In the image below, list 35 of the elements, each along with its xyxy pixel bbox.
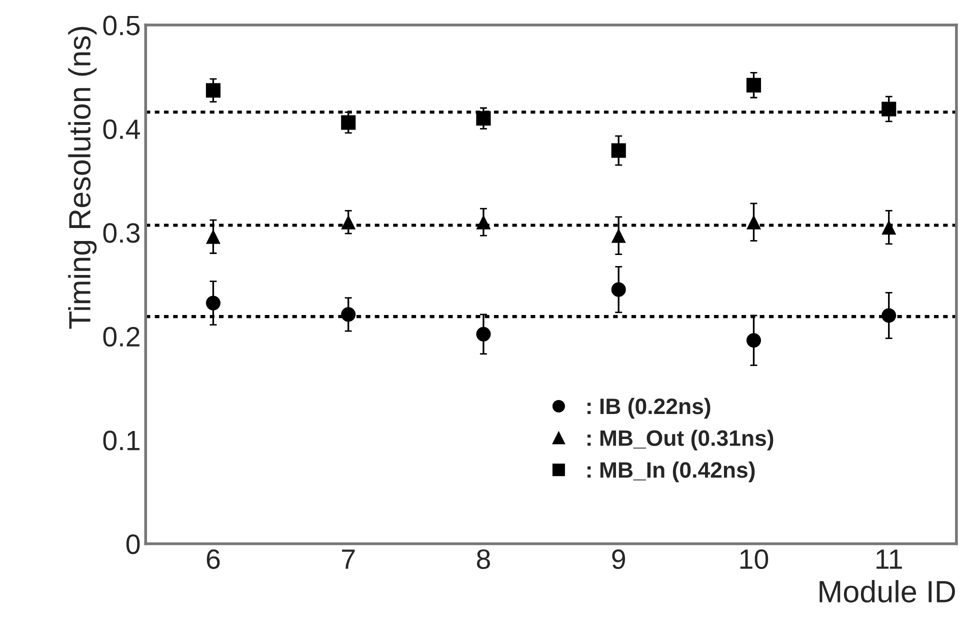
point [341, 214, 356, 230]
legend-label: : IB (0.22ns) [588, 398, 710, 419]
point [476, 326, 491, 342]
point [476, 214, 491, 230]
point [341, 307, 356, 322]
point [476, 111, 491, 126]
point [206, 296, 220, 310]
x-tick-label: 6 [206, 549, 220, 570]
y-axis-title: Timing Resolution (ns) [68, 26, 97, 329]
x-tick-label: 8 [476, 549, 490, 570]
point [746, 78, 762, 92]
point [611, 228, 626, 243]
x-tick-label: 11 [876, 550, 902, 569]
y-tick-label: 0.5 [103, 16, 140, 36]
y-tick-label: 0.4 [103, 119, 140, 140]
point [341, 115, 356, 130]
y-tick-label: 0.1 [103, 430, 140, 450]
point [882, 220, 896, 235]
point [746, 214, 762, 230]
point [611, 143, 626, 158]
point [746, 333, 762, 348]
legend-label: : MB_In (0.42ns) [588, 462, 755, 482]
x-tick-label: 7 [342, 550, 355, 569]
point [206, 229, 220, 244]
y-tick-label: 0 [126, 534, 140, 554]
point [611, 282, 626, 297]
x-tick-label: 10 [740, 549, 768, 570]
x-axis-title: Module ID [820, 580, 955, 603]
legend-label: : MB_Out (0.31ns) [588, 430, 774, 450]
y-tick-label: 0.3 [103, 223, 140, 243]
point [206, 83, 220, 98]
point [882, 102, 896, 116]
point [882, 308, 896, 323]
y-tick-label: 0.2 [103, 326, 140, 347]
x-tick-label: 9 [612, 549, 626, 570]
